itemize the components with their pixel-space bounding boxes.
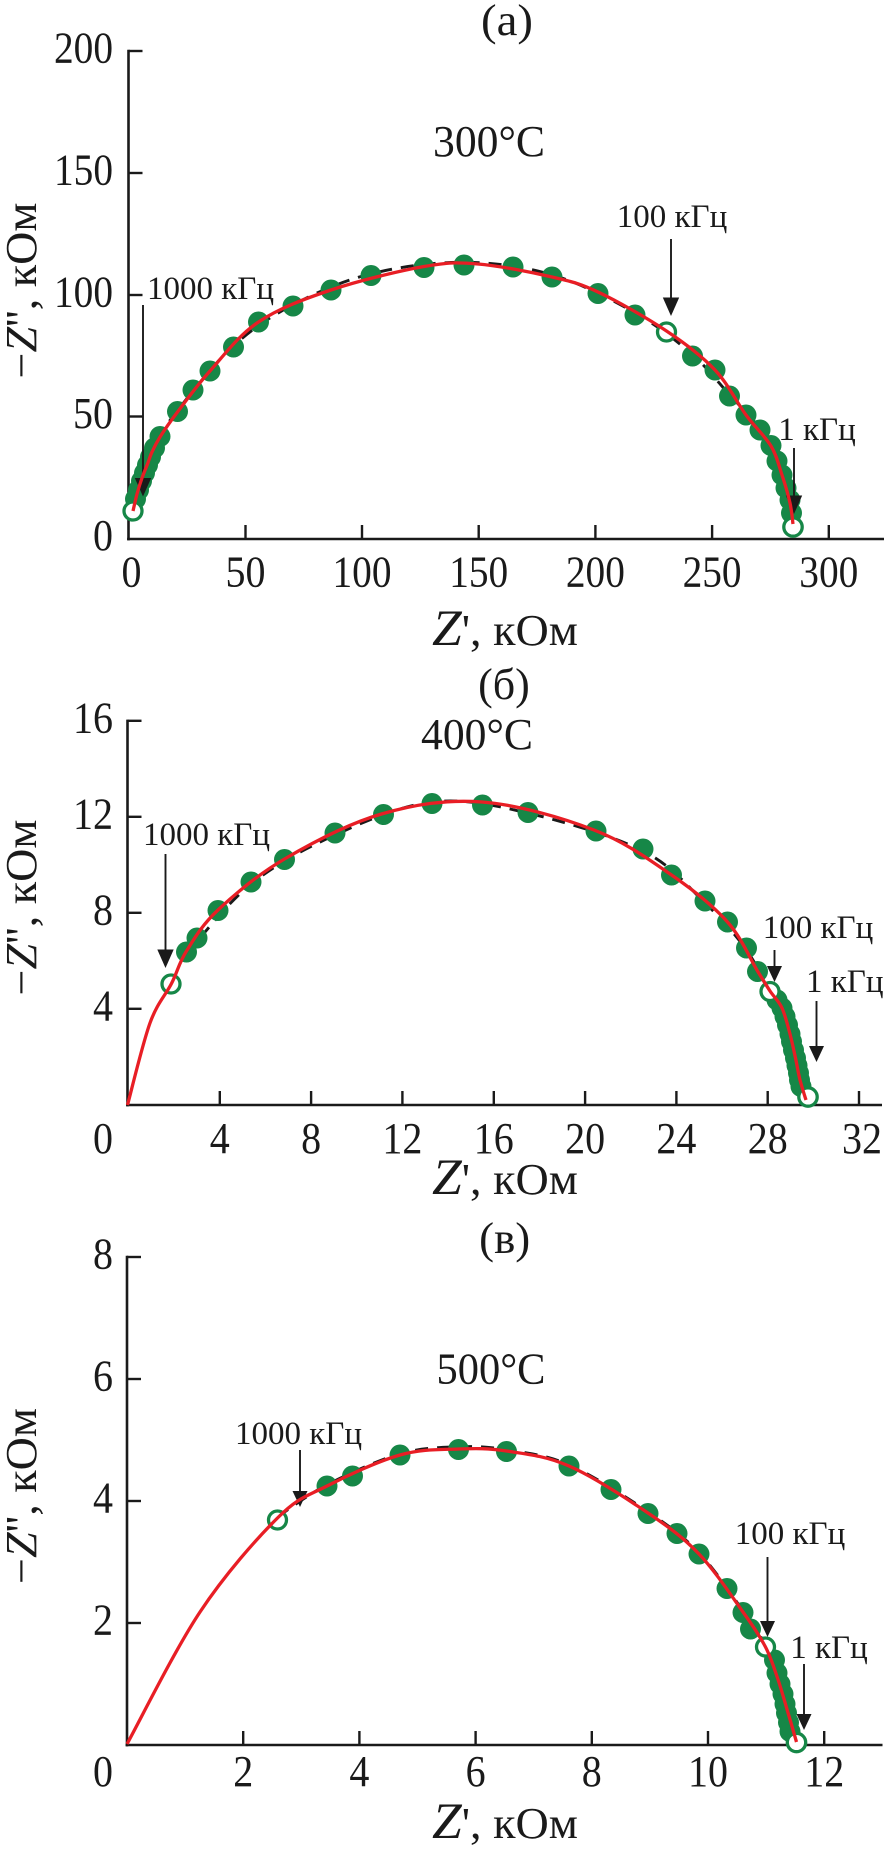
svg-text:100: 100 (54, 268, 113, 317)
svg-text:−Z'', кОм: −Z'', кОм (0, 203, 46, 379)
svg-text:0: 0 (93, 1114, 113, 1163)
svg-text:1 кГц: 1 кГц (778, 412, 856, 448)
svg-text:100: 100 (333, 548, 392, 597)
svg-text:(в): (в) (479, 1214, 530, 1263)
svg-text:−Z'', кОм: −Z'', кОм (0, 820, 46, 996)
svg-text:1 кГц: 1 кГц (790, 1630, 868, 1666)
svg-text:16: 16 (73, 693, 113, 742)
svg-text:1 кГц: 1 кГц (806, 964, 884, 1000)
svg-text:Z', кОм: Z', кОм (432, 1794, 578, 1849)
svg-text:Z', кОм: Z', кОм (432, 1150, 578, 1206)
svg-text:150: 150 (449, 548, 508, 597)
svg-text:50: 50 (73, 389, 113, 438)
svg-text:150: 150 (54, 146, 113, 195)
svg-text:250: 250 (683, 548, 742, 597)
svg-text:4: 4 (93, 981, 113, 1030)
svg-text:0: 0 (93, 511, 113, 560)
svg-text:1000 кГц: 1000 кГц (235, 1416, 362, 1452)
svg-text:4: 4 (93, 1474, 113, 1523)
svg-text:0: 0 (122, 548, 142, 597)
svg-text:500°C: 500°C (437, 1344, 546, 1393)
svg-text:300: 300 (799, 548, 858, 597)
svg-text:6: 6 (93, 1352, 113, 1401)
svg-text:(a): (a) (481, 0, 533, 45)
svg-text:100 кГц: 100 кГц (763, 910, 874, 946)
svg-text:16: 16 (474, 1114, 514, 1163)
svg-text:2: 2 (93, 1596, 113, 1645)
svg-text:400°C: 400°C (421, 710, 533, 759)
svg-text:2: 2 (233, 1747, 253, 1796)
svg-text:1000 кГц: 1000 кГц (143, 817, 270, 853)
svg-text:0: 0 (93, 1747, 113, 1796)
svg-text:10: 10 (688, 1747, 728, 1796)
svg-text:(б): (б) (478, 660, 530, 709)
svg-text:−Z'', кОм: −Z'', кОм (0, 1408, 46, 1584)
svg-text:1000 кГц: 1000 кГц (147, 271, 274, 307)
svg-text:4: 4 (210, 1114, 230, 1163)
svg-text:6: 6 (466, 1747, 486, 1796)
svg-text:12: 12 (382, 1114, 422, 1163)
svg-text:20: 20 (565, 1114, 605, 1163)
svg-text:300°C: 300°C (433, 117, 545, 166)
svg-text:8: 8 (582, 1747, 602, 1796)
svg-text:200: 200 (54, 24, 113, 73)
svg-text:4: 4 (349, 1747, 369, 1796)
svg-text:8: 8 (93, 885, 113, 934)
svg-text:200: 200 (566, 548, 625, 597)
svg-text:12: 12 (73, 789, 113, 838)
svg-text:24: 24 (656, 1114, 696, 1163)
svg-text:28: 28 (748, 1114, 788, 1163)
svg-text:Z', кОм: Z', кОм (432, 601, 578, 657)
svg-text:32: 32 (842, 1114, 882, 1163)
svg-text:8: 8 (93, 1230, 113, 1279)
svg-text:12: 12 (804, 1747, 844, 1796)
svg-text:8: 8 (301, 1114, 321, 1163)
svg-text:100 кГц: 100 кГц (735, 1516, 846, 1552)
svg-text:100 кГц: 100 кГц (617, 199, 728, 235)
svg-text:50: 50 (226, 548, 266, 597)
